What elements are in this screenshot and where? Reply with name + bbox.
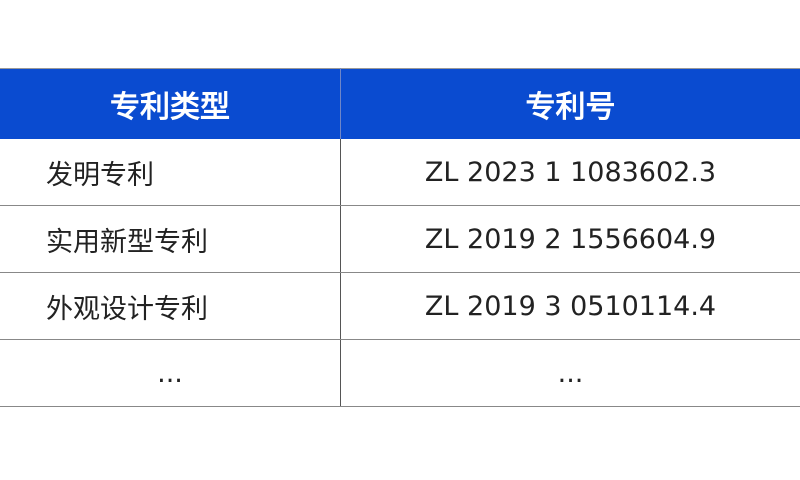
cell-patent-number: ZL 2019 2 1556604.9 [340,205,800,273]
header-patent-type: 专利类型 [0,68,341,139]
table-row: 实用新型专利 ZL 2019 2 1556604.9 [0,205,800,273]
patent-table: 专利类型 专利号 发明专利 ZL 2023 1 1083602.3 实用新型专利… [0,68,800,407]
cell-patent-type: 外观设计专利 [0,272,341,340]
cell-ellipsis: ... [0,339,341,407]
cell-patent-type: 发明专利 [0,139,341,206]
cell-ellipsis: ... [340,339,800,407]
header-patent-number: 专利号 [340,68,800,139]
cell-patent-number: ZL 2023 1 1083602.3 [340,139,800,206]
cell-patent-type: 实用新型专利 [0,205,341,273]
table-row: 发明专利 ZL 2023 1 1083602.3 [0,139,800,206]
table-header-row: 专利类型 专利号 [0,68,800,139]
cell-patent-number: ZL 2019 3 0510114.4 [340,272,800,340]
table-row: ... ... [0,339,800,407]
table-row: 外观设计专利 ZL 2019 3 0510114.4 [0,272,800,340]
